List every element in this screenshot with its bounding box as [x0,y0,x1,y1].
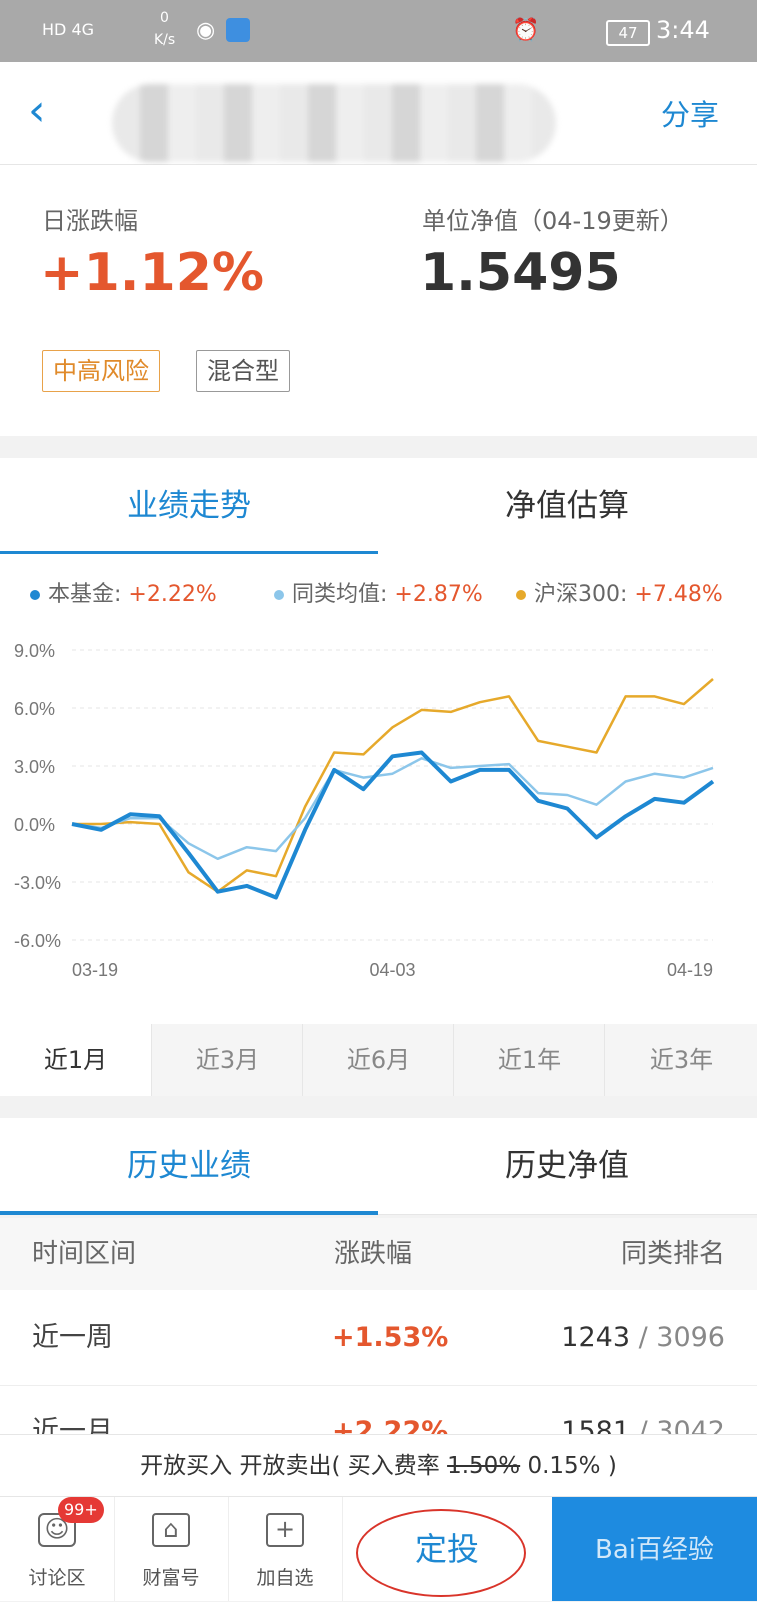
row-change: +2.22% [332,1416,449,1435]
risk-tag: 中高风险 [42,350,160,392]
header-rank: 同类排名 [620,1239,725,1269]
daily-change-label: 日涨跌幅 [42,207,138,235]
x-tick-label: 04-03 [369,960,415,980]
add-watchlist-button[interactable]: + 加自选 [228,1497,343,1601]
chart-tabs: 业绩走势 净值估算 [0,458,757,555]
range-3m[interactable]: 近3月 [151,1024,303,1096]
range-3y[interactable]: 近3年 [604,1024,757,1096]
range-selector: 近1月 近3月 近6月 近1年 近3年 [0,1024,757,1096]
history-tabs: 历史业绩 历史净值 [0,1118,757,1215]
legend-fund: 本基金: +2.22% [30,576,217,608]
tab-history-nav[interactable]: 历史净值 [505,1148,629,1184]
original-fee: 1.50% [447,1453,521,1479]
row-change: +1.53% [332,1322,449,1353]
alarm-icon: ⏰ [512,18,540,43]
tab-nav-estimate[interactable]: 净值估算 [505,488,629,524]
table-row[interactable]: 近一周 +1.53% 1243 / 3096 [0,1290,757,1386]
network-indicator: HD 4G [42,20,95,39]
baidu-watermark: Bai百经验 [595,1535,714,1565]
y-tick-label: -3.0% [14,873,61,893]
speed-unit: K/s [154,32,176,48]
legend-csi300-dot [516,590,526,600]
legend-csi300: 沪深300: +7.48% [516,576,723,608]
annotation-circle [356,1509,526,1597]
battery-icon: 47 [606,20,650,46]
discount-fee: 0.15% ) [527,1453,617,1479]
speed-value: 0 [160,10,169,26]
legend-peer-average: 同类均值: +2.87% [274,576,483,608]
buy-button[interactable]: Bai百经验 [552,1497,757,1601]
series-line-peer-average [71,757,714,861]
series-line-csi300 [72,678,714,893]
clock: 3:44 [656,16,710,44]
fund-name-blurred [112,84,556,162]
legend-csi300-value: +7.48% [634,582,723,607]
plus-box-icon: + [266,1513,304,1547]
daily-change-value: +1.12% [40,243,264,303]
legend-fund-value: +2.22% [128,582,217,607]
nav-bar: ‹ 分享 [0,62,757,165]
range-6m[interactable]: 近6月 [302,1024,454,1096]
y-tick-label: 9.0% [14,641,55,661]
tab-performance-trend[interactable]: 业绩走势 [127,488,251,524]
performance-chart: 本基金: +2.22% 同类均值: +2.87% 沪深300: +7.48% 9… [0,554,757,1024]
trade-status-notice: 开放买入 开放卖出( 买入费率 1.50% 0.15% ) [0,1434,757,1497]
bottom-action-bar: ☺ 99+ 讨论区 ⌂ 财富号 + 加自选 定投 Bai百经验 [0,1496,757,1601]
table-row[interactable]: 近一月 +2.22% 1581 / 3042 [0,1386,757,1435]
range-1y[interactable]: 近1年 [453,1024,605,1096]
app-notification-icon [226,18,250,42]
legend-peer-dot [274,590,284,600]
active-tab-indicator [0,1211,378,1215]
wealth-account-button[interactable]: ⌂ 财富号 [114,1497,229,1601]
y-tick-label: 0.0% [14,815,55,835]
row-rank: 1243 / 3096 [561,1322,725,1353]
legend-peer-value: +2.87% [394,582,483,607]
x-tick-label: 03-19 [72,960,118,980]
share-button[interactable]: 分享 [660,98,719,132]
status-bar: HD 4G 0 K/s ◉ ⏰ 47 3:44 [0,0,757,62]
discussion-button[interactable]: ☺ 99+ 讨论区 [0,1497,115,1601]
type-tag: 混合型 [196,350,290,392]
fund-summary: 日涨跌幅 +1.12% 单位净值（04-19更新） 1.5495 中高风险 混合… [0,165,757,436]
series-line-fund [71,750,715,900]
y-tick-label: -6.0% [14,931,61,951]
nav-label: 单位净值（04-19更新） [422,207,684,235]
x-tick-label: 04-19 [667,960,713,980]
back-chevron-icon[interactable]: ‹ [28,85,46,136]
row-rank: 1581 / 3042 [561,1416,725,1435]
row-period: 近一月 [32,1416,113,1435]
store-icon: ⌂ [152,1513,190,1547]
y-tick-label: 3.0% [14,757,55,777]
tab-history-performance[interactable]: 历史业绩 [127,1148,251,1184]
line-chart: 9.0% 6.0% 3.0% 0.0% -3.0% -6.0% 03-19 04-03 04-1… [14,641,715,980]
range-1m[interactable]: 近1月 [0,1024,151,1096]
eye-icon: ◉ [196,18,216,43]
legend-fund-dot [30,590,40,600]
nav-value: 1.5495 [420,243,621,303]
y-tick-label: 6.0% [14,699,55,719]
header-change: 涨跌幅 [334,1239,413,1269]
active-tab-indicator [0,551,378,555]
header-period: 时间区间 [32,1239,137,1269]
row-period: 近一周 [32,1322,113,1353]
table-header: 时间区间 涨跌幅 同类排名 [0,1218,757,1290]
unread-badge: 99+ [58,1497,104,1523]
